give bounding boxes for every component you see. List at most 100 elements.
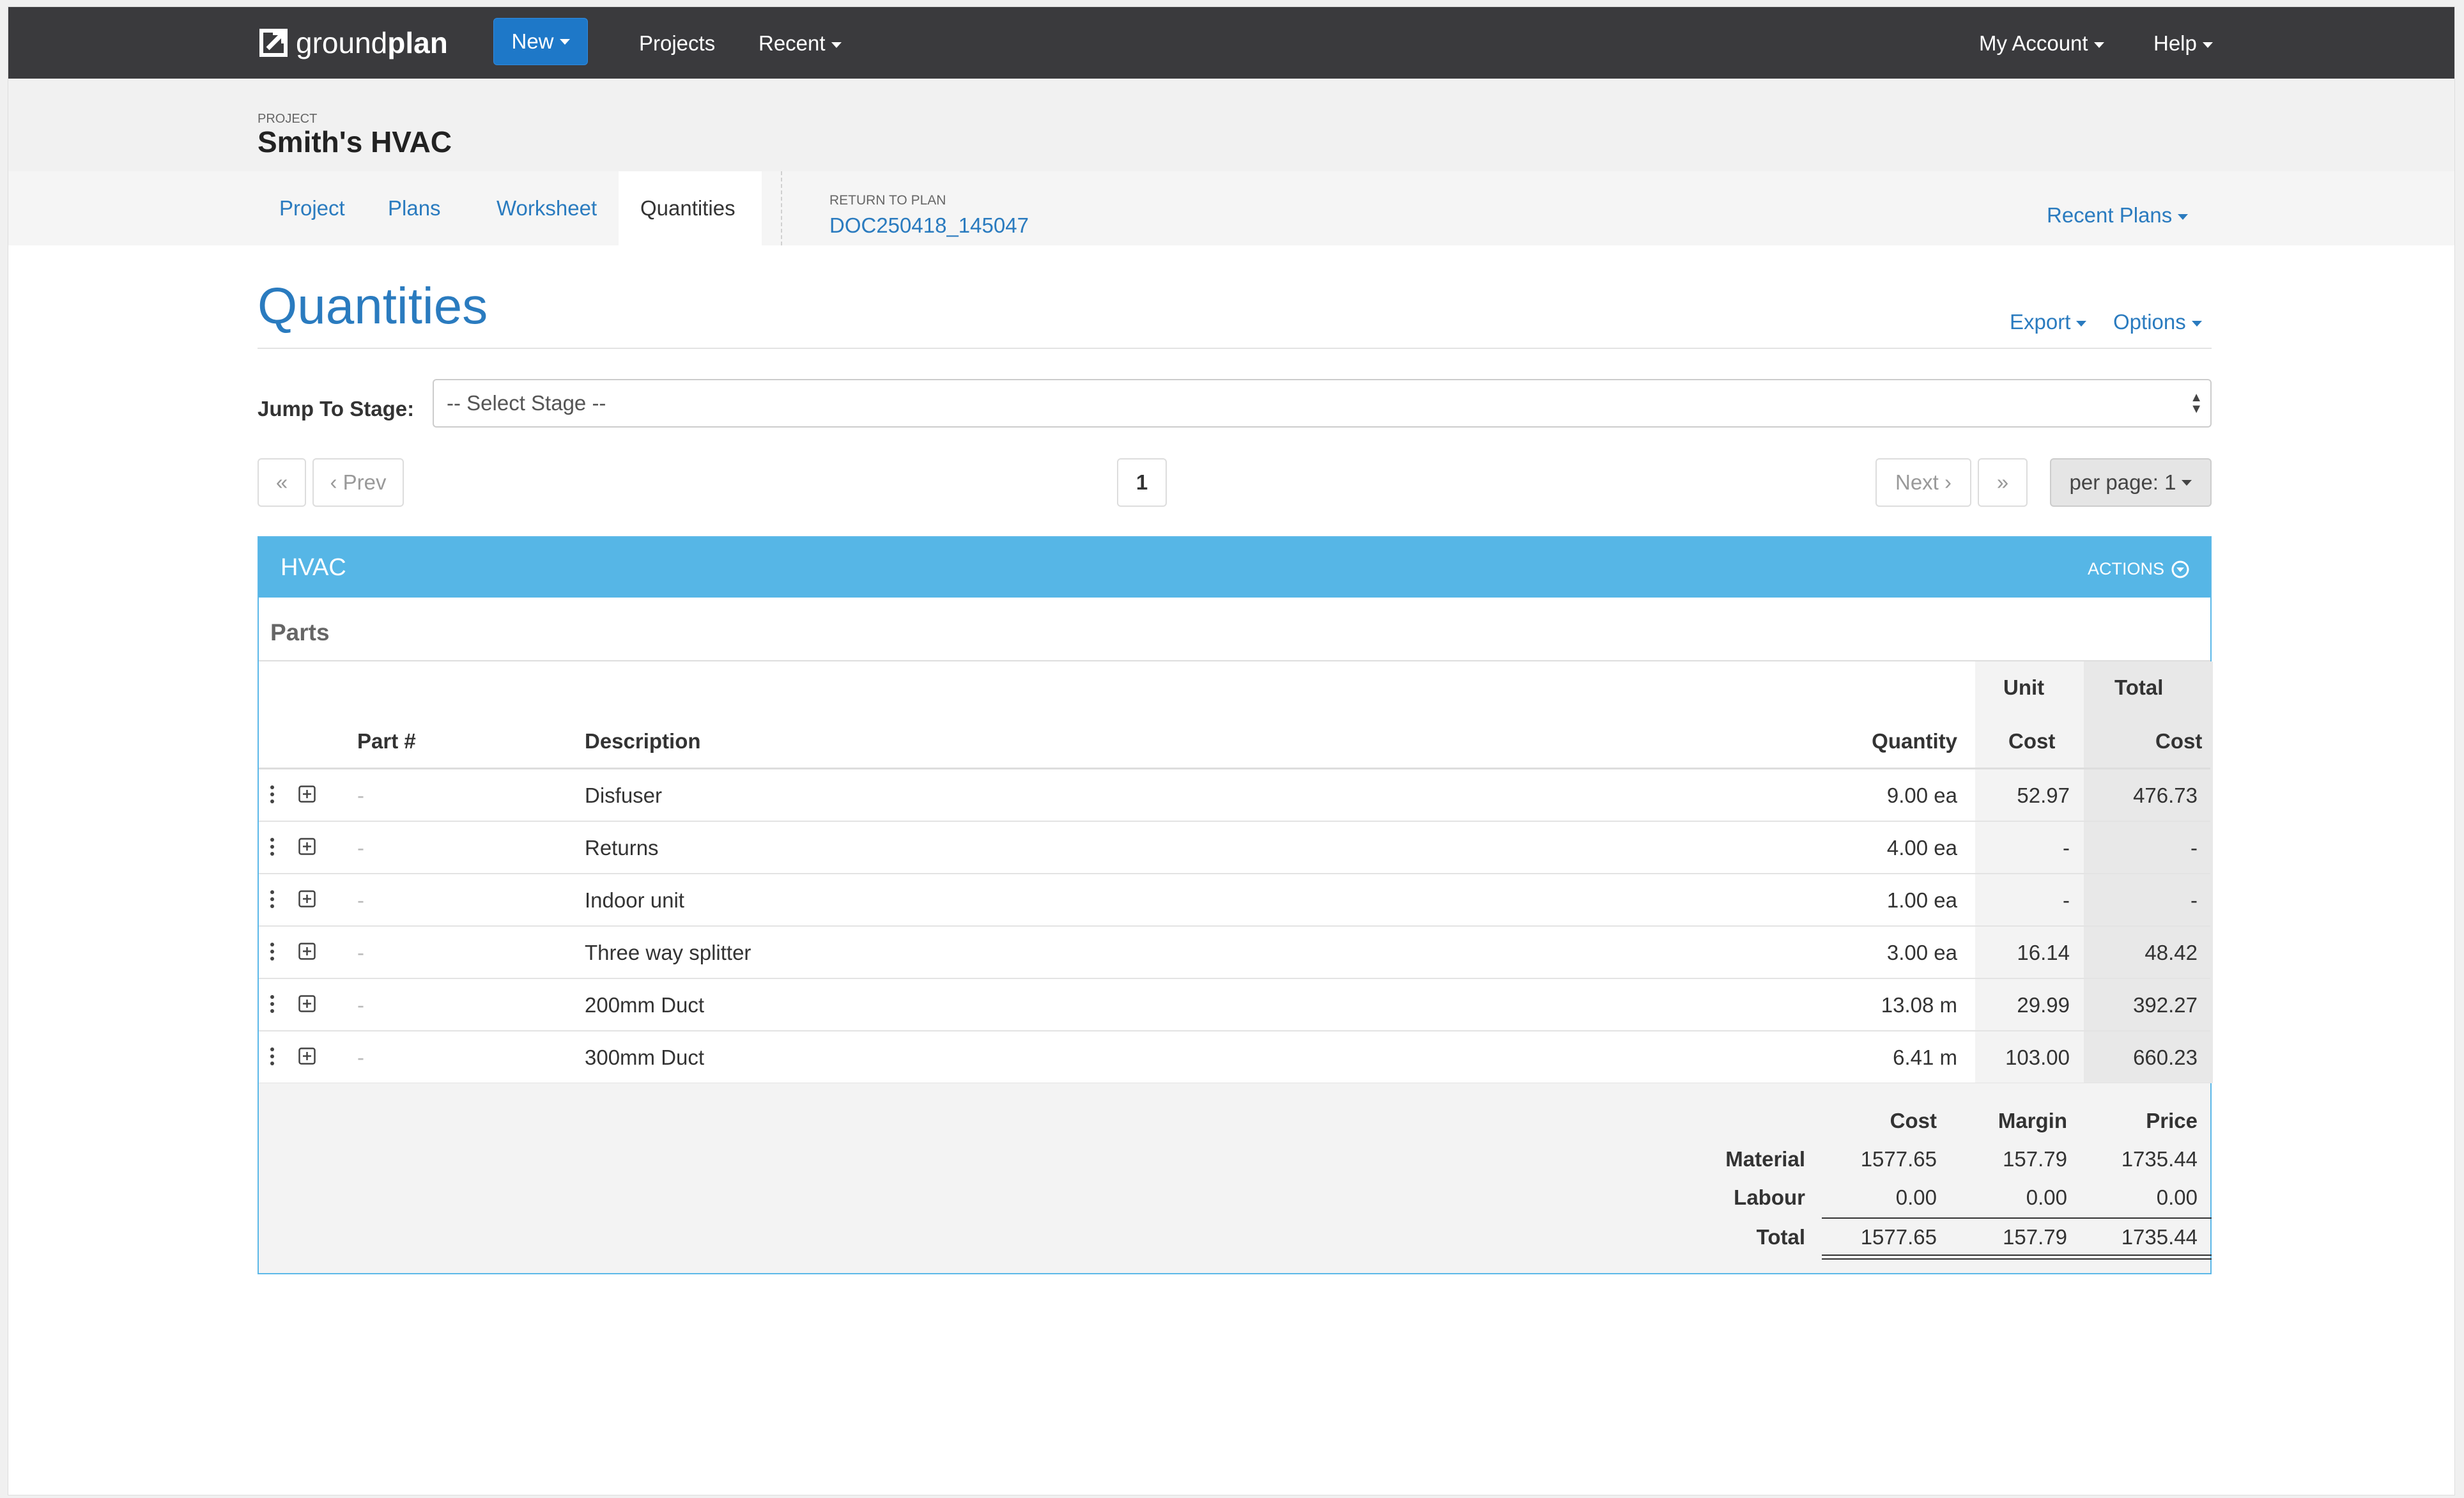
project-title: Smith's HVAC <box>258 125 452 158</box>
panel-header: HVAC ACTIONS <box>259 537 2210 598</box>
caret-down-icon <box>2178 213 2189 220</box>
project-subnav: Project Plans Worksheet Quantities RETUR… <box>8 171 2454 245</box>
panel-actions-label: ACTIONS <box>2087 559 2164 578</box>
cell-part: - <box>357 941 364 964</box>
vertical-ellipsis-icon[interactable] <box>270 1047 274 1066</box>
summary-total-margin: 157.79 <box>2003 1225 2067 1249</box>
cell-unit-cost: - <box>2063 836 2070 860</box>
summary-header-cost: Cost <box>1890 1109 1937 1132</box>
current-page-button[interactable]: 1 <box>1117 458 1167 507</box>
col-header-total-top: Total <box>2114 676 2164 699</box>
table-row[interactable]: - Indoor unit 1.00 ea - - <box>259 874 2210 927</box>
last-page-button[interactable]: » <box>1978 458 2028 507</box>
next-page-button[interactable]: Next › <box>1875 458 1971 507</box>
cell-part: - <box>357 836 364 860</box>
prev-page-button[interactable]: ‹ Prev <box>312 458 404 507</box>
current-page-label: 1 <box>1136 470 1148 494</box>
cell-unit-cost: 52.97 <box>2017 784 2070 807</box>
col-header-unit-top: Unit <box>2003 676 2045 699</box>
summary-labour-margin: 0.00 <box>2026 1185 2067 1209</box>
summary-header-price: Price <box>2146 1109 2198 1132</box>
section-title: Parts <box>270 619 330 645</box>
stage-panel: HVAC ACTIONS Parts Part # Description Qu… <box>258 536 2213 1274</box>
plus-square-icon[interactable] <box>298 785 316 803</box>
vertical-ellipsis-icon[interactable] <box>270 994 274 1014</box>
cell-part: - <box>357 888 364 912</box>
panel-actions-button[interactable]: ACTIONS <box>2088 559 2190 579</box>
cell-quantity: 9.00 ea <box>1886 784 1957 807</box>
options-label: Options <box>2113 310 2186 334</box>
caret-down-icon <box>2202 42 2213 48</box>
table-row[interactable]: - Returns 4.00 ea - - <box>259 822 2210 874</box>
table-row[interactable]: - 200mm Duct 13.08 m 29.99 392.27 <box>259 979 2210 1031</box>
summary-divider <box>1822 1217 2212 1219</box>
col-header-part: Part # <box>357 729 416 753</box>
vertical-ellipsis-icon[interactable] <box>270 942 274 961</box>
panel-title: HVAC <box>281 554 346 581</box>
help-dropdown[interactable]: Help <box>2153 33 2213 54</box>
stage-select[interactable]: -- Select Stage -- ▲ ▼ <box>433 379 2212 428</box>
tab-project[interactable]: Project <box>258 171 367 245</box>
first-page-label: « <box>275 470 288 494</box>
tab-label: Worksheet <box>497 196 597 220</box>
caret-down-icon <box>2093 42 2104 48</box>
tab-plans[interactable]: Plans <box>366 171 463 245</box>
project-header: PROJECT Smith's HVAC <box>8 79 2454 172</box>
nav-recent-dropdown[interactable]: Recent <box>758 33 842 54</box>
cell-description: Returns <box>585 836 659 860</box>
totals-summary: Cost Margin Price Material 1577.65 157.7… <box>259 1083 2212 1273</box>
per-page-dropdown[interactable]: per page: 1 <box>2050 458 2212 507</box>
nav-recent-label: Recent <box>758 31 826 55</box>
vertical-ellipsis-icon[interactable] <box>270 837 274 856</box>
caret-down-icon <box>559 38 570 45</box>
cell-description: Disfuser <box>585 784 663 807</box>
per-page-label: per page: 1 <box>2069 470 2176 494</box>
table-row[interactable]: - Disfuser 9.00 ea 52.97 476.73 <box>259 769 2210 822</box>
summary-material-price: 1735.44 <box>2121 1147 2198 1171</box>
cell-total-cost: - <box>2191 888 2198 912</box>
tab-worksheet[interactable]: Worksheet <box>475 171 619 245</box>
summary-double-rule-top <box>1822 1255 2212 1256</box>
summary-material-cost: 1577.65 <box>1860 1147 1937 1171</box>
first-page-button[interactable]: « <box>258 458 306 507</box>
cell-unit-cost: 16.14 <box>2017 941 2070 964</box>
table-row[interactable]: - Three way splitter 3.00 ea 16.14 48.42 <box>259 927 2210 979</box>
recent-plans-dropdown[interactable]: Recent Plans <box>2047 203 2189 228</box>
page-title: Quantities <box>258 277 488 334</box>
col-header-quantity: Quantity <box>1872 729 1957 753</box>
export-dropdown[interactable]: Export <box>2010 310 2087 334</box>
tab-quantities[interactable]: Quantities <box>619 171 762 245</box>
tab-label: Quantities <box>640 196 735 220</box>
cell-total-cost: 476.73 <box>2133 784 2198 807</box>
options-dropdown[interactable]: Options <box>2113 310 2202 334</box>
cell-total-cost: 48.42 <box>2144 941 2198 964</box>
return-to-plan-link[interactable]: DOC250418_145047 <box>829 213 1029 237</box>
vertical-ellipsis-icon[interactable] <box>270 890 274 909</box>
cell-total-cost: 392.27 <box>2133 993 2198 1017</box>
cell-description: 200mm Duct <box>585 993 705 1017</box>
caret-down-icon <box>2076 320 2087 327</box>
summary-header-margin: Margin <box>1998 1109 2067 1132</box>
plus-square-icon[interactable] <box>298 995 316 1012</box>
summary-double-rule-bottom <box>1822 1258 2212 1260</box>
plus-square-icon[interactable] <box>298 943 316 960</box>
cell-description: 300mm Duct <box>585 1046 705 1069</box>
cell-quantity: 1.00 ea <box>1886 888 1957 912</box>
col-header-description: Description <box>585 729 701 753</box>
plus-square-icon[interactable] <box>298 1047 316 1065</box>
nav-projects-label: Projects <box>639 31 716 55</box>
cell-part: - <box>357 1046 364 1069</box>
cell-quantity: 3.00 ea <box>1886 941 1957 964</box>
plus-square-icon[interactable] <box>298 838 316 855</box>
cell-total-cost: 660.23 <box>2133 1046 2198 1069</box>
summary-labour-label: Labour <box>1734 1185 1805 1209</box>
logo[interactable]: groundplan <box>258 25 448 61</box>
vertical-ellipsis-icon[interactable] <box>270 785 274 804</box>
table-row[interactable]: - 300mm Duct 6.41 m 103.00 660.23 <box>259 1031 2210 1084</box>
next-page-label: Next › <box>1895 470 1952 494</box>
new-button[interactable]: New <box>493 18 588 65</box>
nav-projects-link[interactable]: Projects <box>639 33 715 54</box>
plus-square-icon[interactable] <box>298 890 316 907</box>
subnav-divider <box>781 171 782 245</box>
my-account-dropdown[interactable]: My Account <box>1979 33 2104 54</box>
